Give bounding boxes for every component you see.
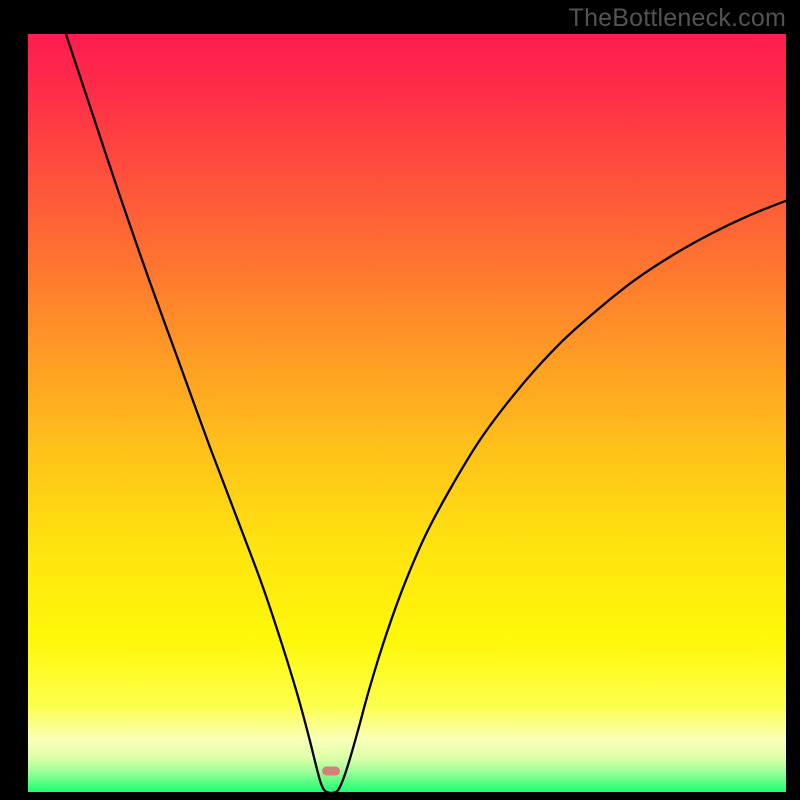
chart-frame: TheBottleneck.com <box>0 0 800 800</box>
valley-marker <box>322 767 340 776</box>
plot-area <box>28 34 786 772</box>
curve-path <box>28 34 786 792</box>
bottleneck-curve <box>28 34 786 792</box>
watermark-text: TheBottleneck.com <box>569 4 786 33</box>
